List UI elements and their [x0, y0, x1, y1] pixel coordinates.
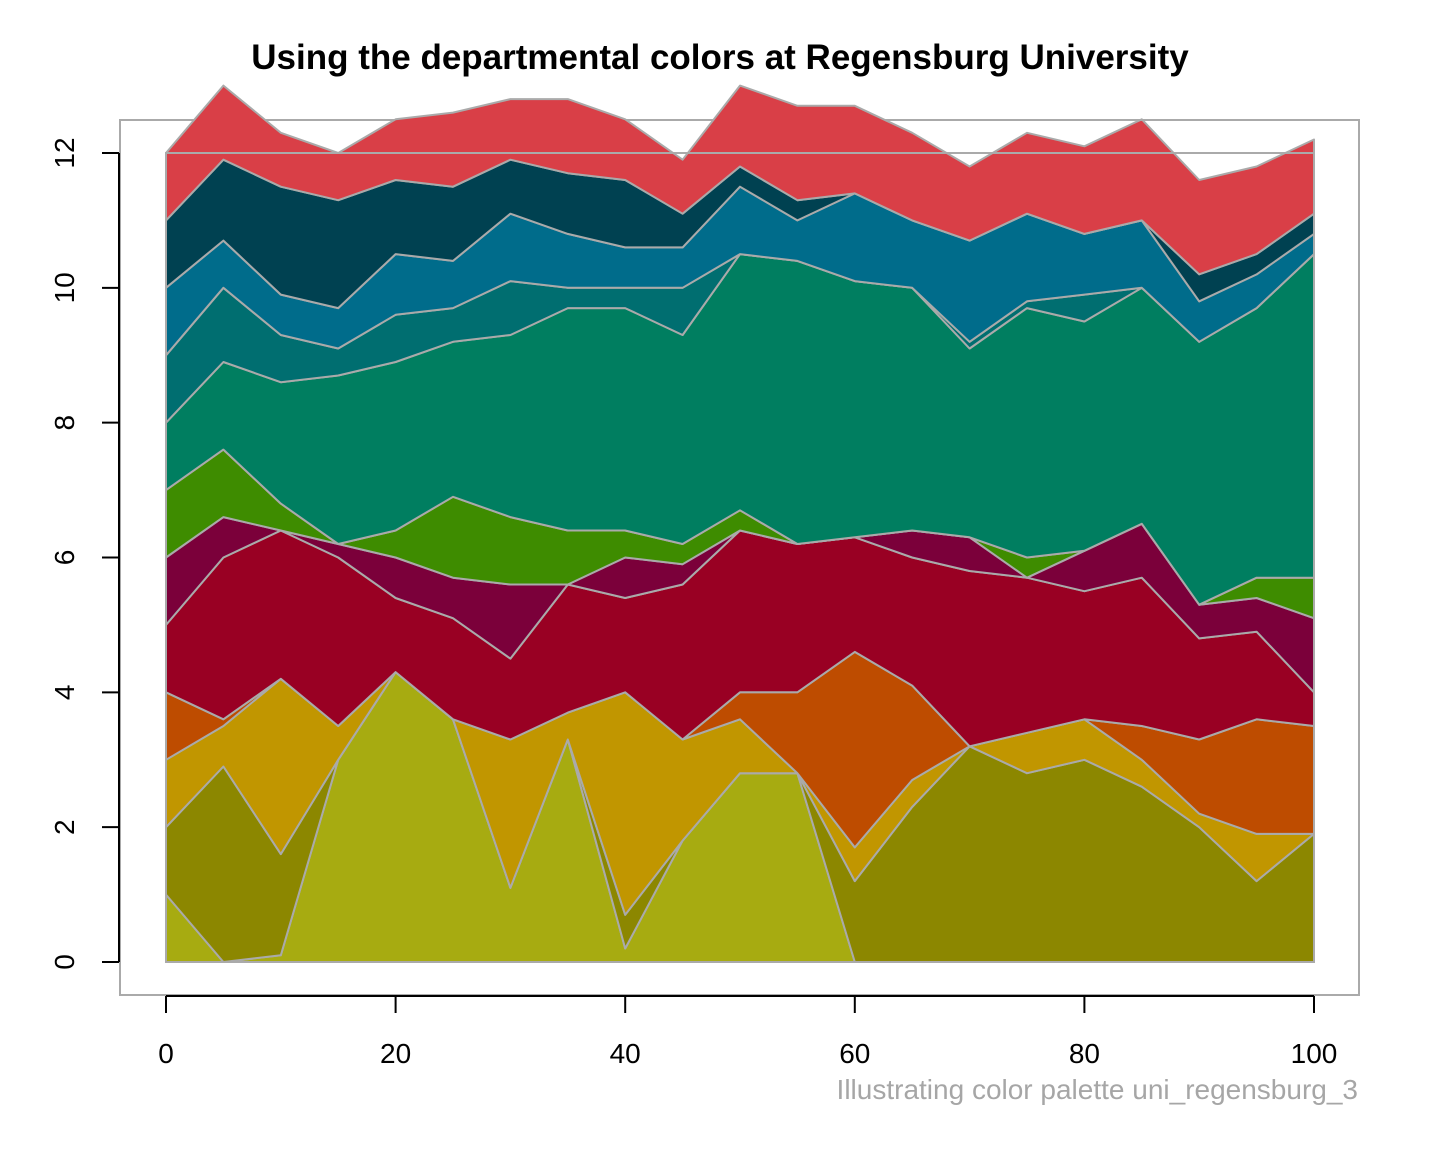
axes: 0 20 40 60 80 100 0 2 4 6 8 10 12 [49, 137, 1337, 1069]
chart-title: Using the departmental colors at Regensb… [251, 38, 1189, 77]
y-tick-label-2: 2 [49, 819, 80, 835]
data-region-border [165, 152, 1315, 963]
y-tick-label-10: 10 [49, 272, 80, 303]
y-tick-label-12: 12 [49, 137, 80, 168]
area-layers [165, 84, 1315, 963]
x-tick-label-60: 60 [839, 1038, 870, 1069]
x-tick-label-100: 100 [1291, 1038, 1338, 1069]
palette-caption: Illustrating color palette uni_regensbur… [836, 1074, 1358, 1105]
x-tick-label-40: 40 [610, 1038, 641, 1069]
y-tick-label-6: 6 [49, 550, 80, 566]
x-tick-label-0: 0 [158, 1038, 174, 1069]
y-tick-label-8: 8 [49, 415, 80, 431]
y-tick-label-0: 0 [49, 954, 80, 970]
y-tick-label-4: 4 [49, 685, 80, 701]
x-tick-label-20: 20 [380, 1038, 411, 1069]
x-tick-label-80: 80 [1069, 1038, 1100, 1069]
